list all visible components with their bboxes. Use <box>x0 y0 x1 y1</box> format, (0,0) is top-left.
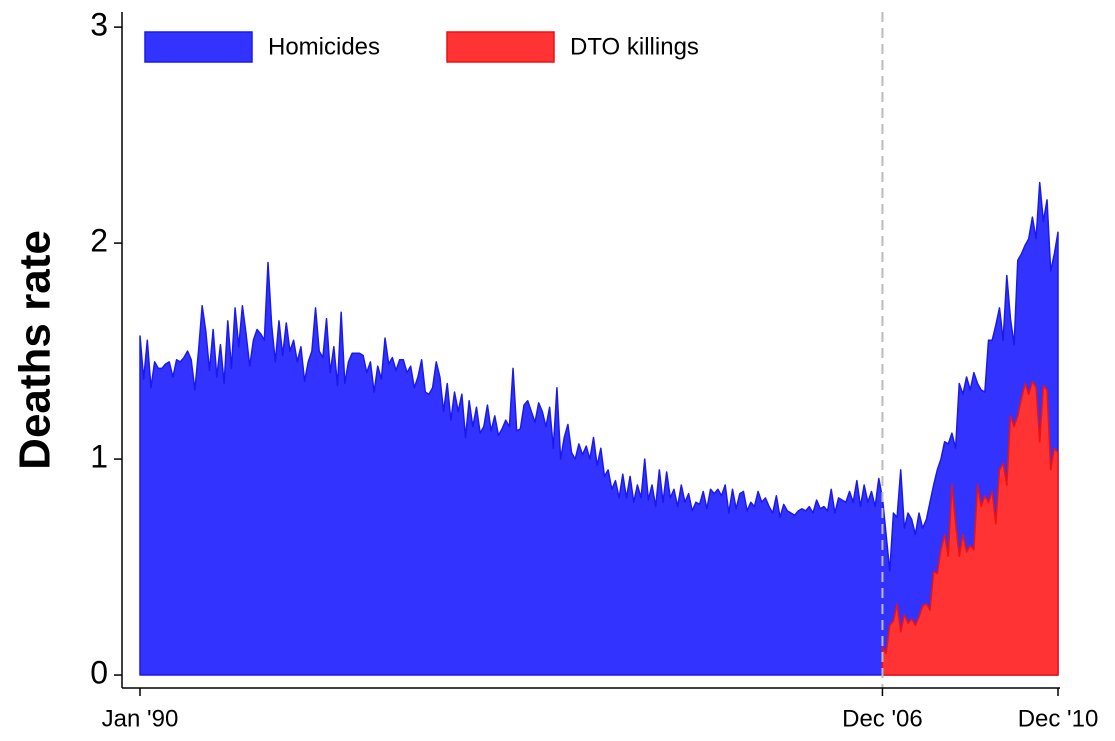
y-axis-label: Deaths rate <box>11 230 60 470</box>
legend-label: DTO killings <box>570 33 699 60</box>
x-tick-label: Jan '90 <box>102 705 179 732</box>
x-tick-label: Dec '06 <box>842 705 923 732</box>
x-tick-label: Dec '10 <box>1018 705 1099 732</box>
y-tick-label: 3 <box>90 7 108 43</box>
y-tick-label: 2 <box>90 223 108 259</box>
y-tick-label: 0 <box>90 654 108 690</box>
legend-swatch <box>144 31 253 63</box>
legend-label: Homicides <box>268 33 380 60</box>
area <box>139 181 1059 676</box>
legend-swatch <box>446 31 555 63</box>
area <box>881 380 1059 676</box>
y-tick-label: 1 <box>90 439 108 475</box>
